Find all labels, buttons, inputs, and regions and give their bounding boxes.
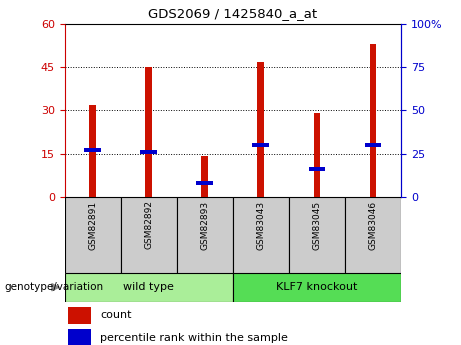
Bar	[68, 329, 91, 345]
Bar	[145, 67, 152, 197]
Title: GDS2069 / 1425840_a_at: GDS2069 / 1425840_a_at	[148, 7, 317, 20]
Text: GSM82893: GSM82893	[200, 200, 209, 249]
Bar	[233, 197, 289, 273]
Bar	[140, 150, 157, 154]
Bar	[313, 113, 320, 197]
Text: GSM83046: GSM83046	[368, 200, 378, 249]
Bar	[177, 197, 233, 273]
Bar	[370, 44, 376, 197]
Bar	[89, 105, 96, 197]
Text: count: count	[100, 310, 131, 320]
Bar	[121, 197, 177, 273]
Bar	[308, 167, 325, 171]
Bar	[65, 273, 233, 302]
Bar	[68, 307, 91, 324]
Text: GSM83043: GSM83043	[256, 200, 266, 249]
Bar	[201, 156, 208, 197]
Text: wild type: wild type	[123, 282, 174, 292]
Bar	[253, 143, 269, 147]
Bar	[65, 197, 121, 273]
Bar	[84, 148, 101, 152]
Text: GSM82891: GSM82891	[88, 200, 97, 249]
Bar	[365, 143, 381, 147]
Text: percentile rank within the sample: percentile rank within the sample	[100, 333, 288, 343]
Bar	[345, 197, 401, 273]
Text: GSM82892: GSM82892	[144, 200, 153, 249]
Bar	[233, 273, 401, 302]
Text: genotype/variation: genotype/variation	[5, 282, 104, 292]
Bar	[289, 197, 345, 273]
Text: GSM83045: GSM83045	[313, 200, 321, 249]
Bar	[196, 181, 213, 185]
Text: KLF7 knockout: KLF7 knockout	[276, 282, 358, 292]
Bar	[258, 61, 264, 197]
